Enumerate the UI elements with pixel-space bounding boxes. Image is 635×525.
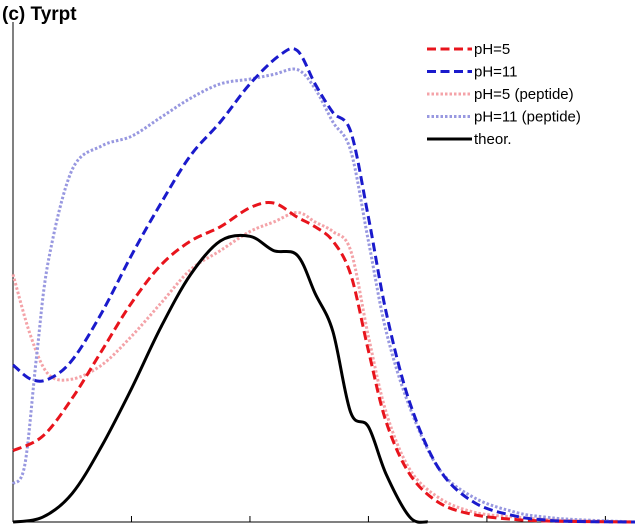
legend-label-2: pH=5 (peptide) bbox=[474, 86, 574, 103]
series-line-4 bbox=[12, 233, 429, 524]
chart-title: (c) Tyrpt bbox=[2, 4, 77, 25]
series-line-3 bbox=[11, 67, 635, 524]
legend: pH=5 pH=11 pH=5 (peptide) pH=11 (peptide) th… bbox=[427, 41, 581, 148]
series-line-2 bbox=[11, 211, 635, 524]
legend-label-3: pH=11 (peptide) bbox=[474, 109, 581, 126]
series-layer bbox=[11, 47, 635, 524]
series-line-1 bbox=[12, 47, 635, 524]
series-line-0 bbox=[12, 200, 635, 524]
legend-label-4: theor. bbox=[474, 131, 512, 148]
legend-label-1: pH=11 bbox=[474, 64, 518, 81]
legend-label-0: pH=5 bbox=[474, 41, 510, 58]
